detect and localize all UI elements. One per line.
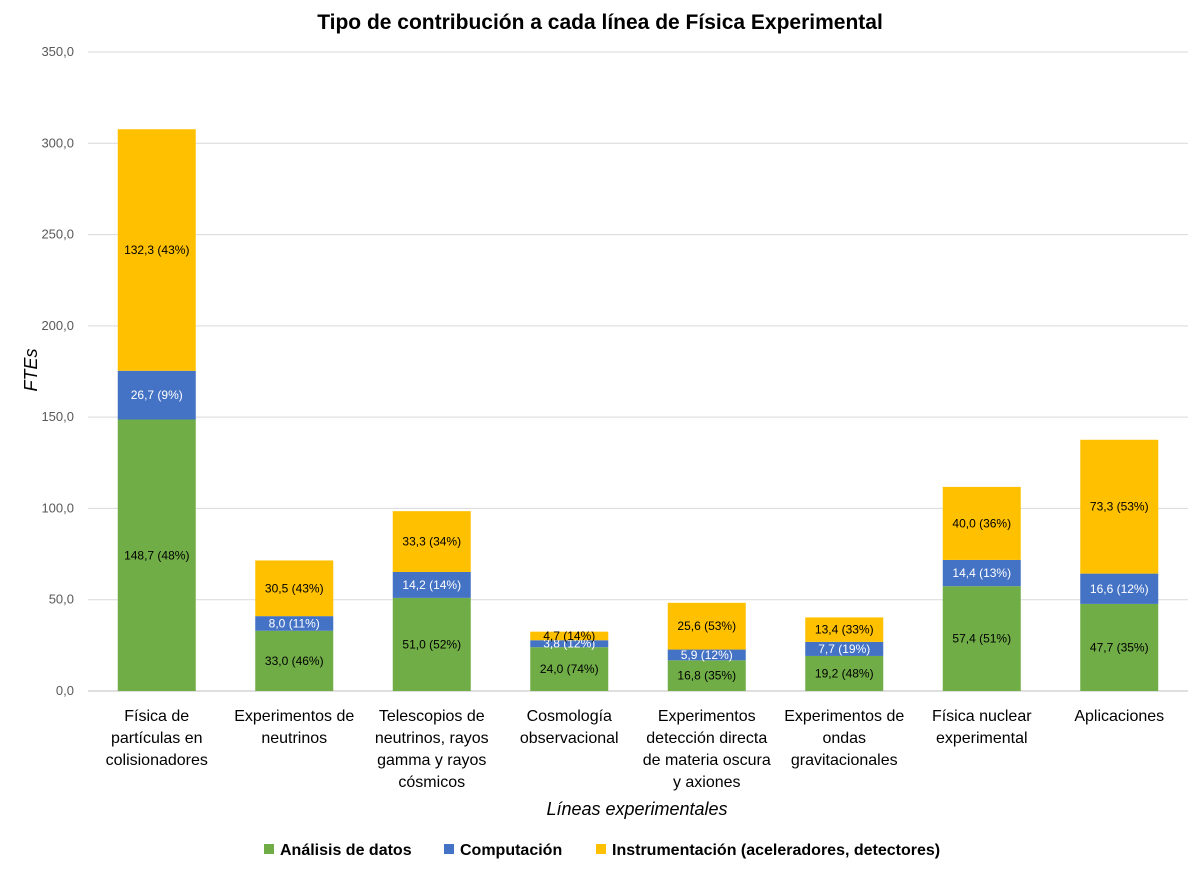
y-tick-label: 50,0 <box>49 592 74 607</box>
data-label: 16,6 (12%) <box>1090 582 1149 596</box>
data-label: 148,7 (48%) <box>124 548 189 562</box>
legend-swatch <box>596 844 606 854</box>
bar-segment-computacion <box>667 649 746 661</box>
y-tick-label: 350,0 <box>41 44 74 59</box>
data-label: 19,2 (48%) <box>815 666 874 680</box>
bar-segment-computacion <box>392 571 471 598</box>
bar-segment-computacion <box>1080 573 1159 604</box>
legend-swatch <box>264 844 274 854</box>
y-tick-label: 150,0 <box>41 409 74 424</box>
y-tick-label: 300,0 <box>41 135 74 150</box>
bar-segment-instrumentacion <box>667 602 746 650</box>
y-tick-label: 0,0 <box>56 683 74 698</box>
bar-segment-instrumentacion <box>255 560 334 617</box>
x-tick-label: Física nuclear experimental <box>932 708 1032 747</box>
bar-segment-analisis <box>117 419 196 691</box>
x-axis-title: Líneas experimentales <box>546 799 727 819</box>
x-tick-label: Experimentos de neutrinos <box>234 708 354 747</box>
legend: Análisis de datos Computación Instrumentac… <box>264 842 940 859</box>
bar-segment-instrumentacion <box>805 617 884 642</box>
bar-segment-instrumentacion <box>530 631 609 641</box>
bar-segment-computacion <box>117 370 196 420</box>
data-label: 132,3 (43%) <box>124 243 189 257</box>
data-label: 5,9 (12%) <box>681 648 733 662</box>
data-label: 40,0 (36%) <box>952 516 1011 530</box>
data-label: 4,7 (14%) <box>543 629 595 643</box>
bar-segment-analisis <box>667 660 746 691</box>
legend-label: Computación <box>460 842 562 859</box>
data-label: 47,7 (35%) <box>1090 640 1149 654</box>
bar-segment-analisis <box>1080 603 1159 691</box>
x-tick-label: Telescopios de neutrinos, rayos gamma y ra… <box>375 708 489 791</box>
x-tick-label: Aplicaciones <box>1074 708 1164 725</box>
bar-segment-analisis <box>805 655 884 691</box>
x-tick-label: Experimentos de ondas gravitacionales <box>784 708 904 769</box>
data-label: 7,7 (19%) <box>818 642 870 656</box>
data-label: 25,6 (53%) <box>677 619 736 633</box>
data-label: 14,4 (13%) <box>952 566 1011 580</box>
data-label: 24,0 (74%) <box>540 662 599 676</box>
bar-segment-analisis <box>392 597 471 691</box>
data-label: 73,3 (53%) <box>1090 500 1149 514</box>
y-tick-label: 100,0 <box>41 500 74 515</box>
y-axis-title: FTEs <box>21 349 41 392</box>
legend-swatch <box>444 844 454 854</box>
y-tick-label: 250,0 <box>41 227 74 242</box>
chart-title: Tipo de contribución a cada línea de Fís… <box>317 11 883 34</box>
data-label: 30,5 (43%) <box>265 581 324 595</box>
legend-label: Instrumentación (aceleradores, detectore… <box>612 842 940 859</box>
y-tick-label: 200,0 <box>41 318 74 333</box>
gridlines <box>88 51 1188 692</box>
bar-segment-instrumentacion <box>1080 439 1159 574</box>
y-axis-ticks: 0,0 50,0 100,0 150,0 200,0 250,0 300,0 350,0 <box>41 44 74 698</box>
bar-segment-instrumentacion <box>117 129 196 371</box>
bars: 148,7 (48%) 26,7 (9%) 132,3 (43%) 33,0 (46%… <box>117 129 1159 691</box>
bar-segment-analisis <box>255 630 334 691</box>
data-label: 57,4 (51%) <box>952 632 1011 646</box>
bar-segment-instrumentacion <box>392 511 471 572</box>
data-label: 13,4 (33%) <box>815 623 874 637</box>
bar-segment-instrumentacion <box>942 486 1021 560</box>
data-label: 51,0 (52%) <box>402 637 461 651</box>
data-label: 14,2 (14%) <box>402 578 461 592</box>
bar-segment-analisis <box>942 586 1021 691</box>
bar-segment-computacion <box>942 559 1021 587</box>
data-label: 8,0 (11%) <box>269 616 320 630</box>
bar-segment-analisis <box>530 647 609 691</box>
x-tick-label: Cosmología observacional <box>520 708 619 747</box>
data-label: 33,0 (46%) <box>265 654 324 668</box>
legend-label: Análisis de datos <box>280 842 412 859</box>
bar-segment-computacion <box>255 616 334 631</box>
data-label: 33,3 (34%) <box>402 535 461 549</box>
bar-segment-computacion <box>530 640 609 648</box>
x-tick-label: Experimentos detección directa de materia … <box>643 708 771 791</box>
data-label: 16,8 (35%) <box>677 669 736 683</box>
data-label: 26,7 (9%) <box>131 388 183 402</box>
bar-segment-computacion <box>805 641 884 656</box>
x-tick-label: Física de partículas en colisionadores <box>106 708 208 769</box>
x-axis-ticks: Física de partículas en colisionadores Expe… <box>106 708 1165 791</box>
